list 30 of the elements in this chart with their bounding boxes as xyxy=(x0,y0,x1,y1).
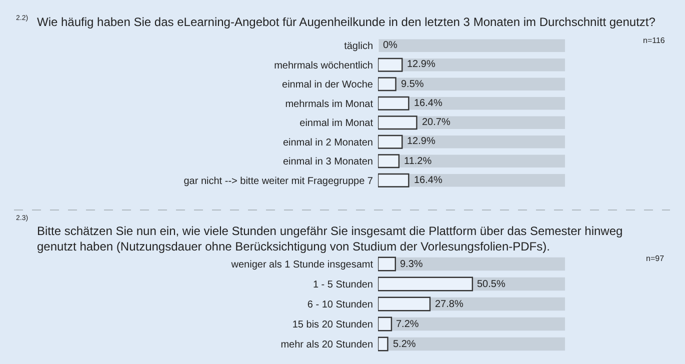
y-tick-label: 6 - 10 Stunden xyxy=(307,300,373,310)
data-label: 5.2% xyxy=(393,339,416,350)
y-tick-label: 15 bis 20 Stunden xyxy=(292,320,373,330)
data-label: 27.8% xyxy=(435,299,464,310)
chart-title: Bitte schätzen Sie nun ein, wie viele Stunden ungefähr Sie insgesamt die Plattform über das Semester hinweg genutzt haben (Nutzungsdauer ohne Berücksichtigung von Studium der Vorlesungsfolien-PDFs). xyxy=(37,224,623,254)
data-label: 0% xyxy=(383,40,398,51)
data-label: 20.7% xyxy=(422,117,450,128)
data-label: 16.4% xyxy=(414,175,442,186)
y-tick-label: täglich xyxy=(344,41,373,52)
data-label: 11.2% xyxy=(404,156,432,167)
y-tick-label: gar nicht --> bitte weiter mit Fragegruppe 7 xyxy=(184,176,374,187)
y-tick-label: 1 - 5 Stunden xyxy=(312,280,373,290)
data-label: 7.2% xyxy=(396,319,419,330)
data-label: 12.9% xyxy=(407,59,436,70)
data-label: 12.9% xyxy=(407,136,436,147)
text: n=116 xyxy=(643,36,666,45)
chart-title: Wie häufig haben Sie das eLearning-Angebot für Augenheilkunde in den letzten 3 Monaten im Durchschnitt genutzt? xyxy=(37,15,656,29)
y-tick-label: einmal in der Woche xyxy=(282,80,374,91)
data-label: 50.5% xyxy=(477,279,506,290)
text: n=97 xyxy=(646,254,665,263)
data-label: 9.5% xyxy=(401,79,424,90)
y-tick-label: einmal in 2 Monaten xyxy=(282,137,373,148)
y-tick-label: mehr als 20 Stunden xyxy=(280,340,373,350)
y-tick-label: weniger als 1 Stunde insgesamt xyxy=(230,260,374,270)
y-tick-label: mehrmals im Monat xyxy=(285,98,374,110)
y-tick-label: einmal im Monat xyxy=(300,118,374,130)
data-label: 9.3% xyxy=(400,259,423,270)
data-label: 16.4% xyxy=(414,98,442,109)
y-tick-label: mehrmals wöchentlich xyxy=(274,60,373,72)
y-tick-label: einmal in 3 Monaten xyxy=(282,156,373,168)
